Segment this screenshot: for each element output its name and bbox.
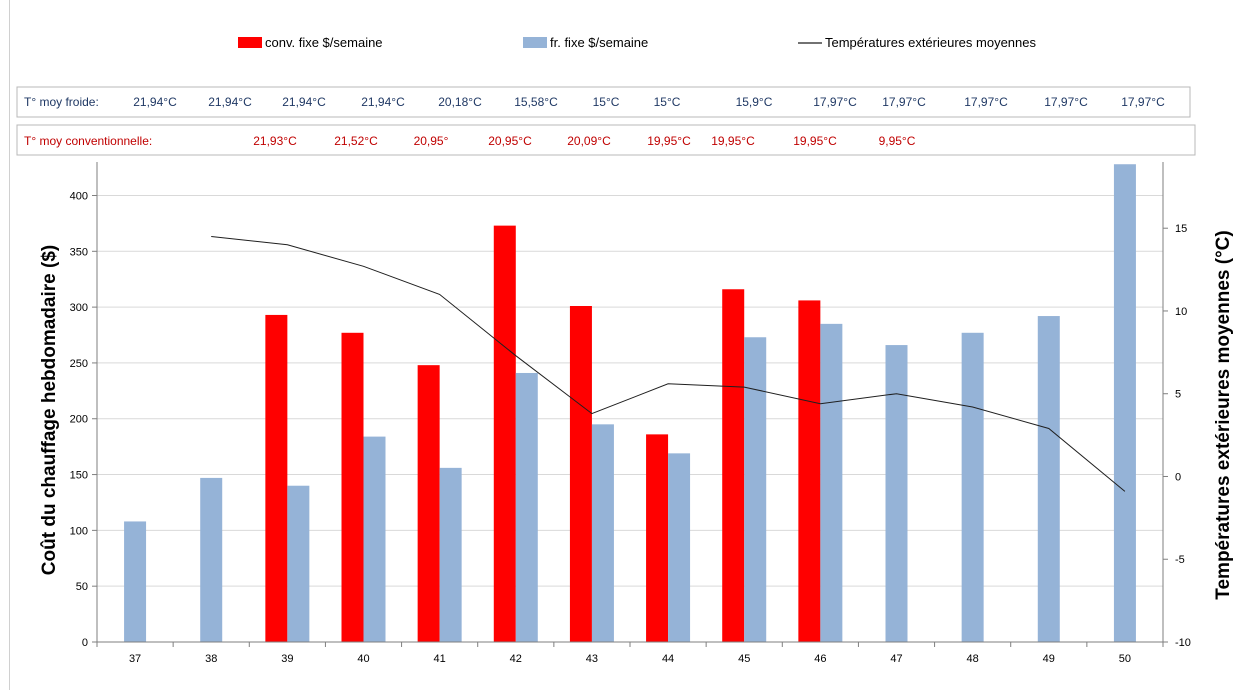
bar-conv <box>722 289 745 642</box>
temp-conv-value: 21,52°C <box>334 134 378 148</box>
x-tick-label: 38 <box>205 653 217 665</box>
temp-froide-value: 17,97°C <box>1121 95 1165 109</box>
y2-tick-label: -5 <box>1175 554 1185 566</box>
x-tick-label: 40 <box>357 653 369 665</box>
x-tick-label: 44 <box>662 653 674 665</box>
legend-label-line: Températures extérieures moyennes <box>825 35 1036 50</box>
temp-row-froide-values: 21,94°C 21,94°C 21,94°C 21,94°C 20,18°C 15,58… <box>133 95 1165 109</box>
gridlines <box>97 194 1163 587</box>
bar-fr <box>200 477 223 642</box>
bar-fr <box>439 467 462 642</box>
temp-froide-value: 21,94°C <box>208 95 252 109</box>
bar-conv <box>569 306 592 642</box>
temp-row-conv-values: 21,93°C 21,52°C 20,95° 20,95°C 20,09°C 19,95°… <box>253 134 915 148</box>
left-border-rule <box>9 0 10 690</box>
temp-row-conv-box <box>16 124 1196 156</box>
x-tick-label: 37 <box>129 653 141 665</box>
temp-conv-value: 19,95°C <box>793 134 837 148</box>
x-tick-label: 42 <box>510 653 522 665</box>
y-tick-label: 0 <box>82 637 88 649</box>
bar-fr <box>744 337 767 642</box>
temp-froide-value: 21,94°C <box>133 95 177 109</box>
bar-fr <box>961 332 984 642</box>
temp-froide-value: 15°C <box>593 95 620 109</box>
y2-tick-label: 0 <box>1175 471 1181 483</box>
temp-row-conv-label: T° moy conventionnelle: <box>24 134 152 148</box>
axes <box>96 162 1164 643</box>
y2-axis-label: Températures extérieures moyennes (°C) <box>1213 230 1234 599</box>
temp-froide-value: 20,18°C <box>438 95 482 109</box>
bar-fr <box>287 485 310 642</box>
y2-tick-label: 5 <box>1175 389 1181 401</box>
temp-froide-value: 15°C <box>654 95 681 109</box>
temp-froide-value: 17,97°C <box>813 95 857 109</box>
temp-conv-value: 9,95°C <box>879 134 916 148</box>
temp-row-froide-label: T° moy froide: <box>24 95 99 109</box>
x-tick-label: 50 <box>1119 653 1131 665</box>
temp-froide-value: 21,94°C <box>282 95 326 109</box>
y-tick-label: 250 <box>70 358 88 370</box>
y2-tick-label: -10 <box>1175 637 1191 649</box>
y-tick-label: 300 <box>70 302 88 314</box>
bar-fr <box>1037 316 1060 642</box>
bar-fr <box>591 424 614 642</box>
y-axis-label: Coût du chauffage hebdomadaire ($) <box>39 245 60 575</box>
legend: conv. fixe $/semaine fr. fixe $/semaine … <box>238 35 1036 50</box>
legend-label-fr: fr. fixe $/semaine <box>550 35 648 50</box>
temp-froide-value: 21,94°C <box>361 95 405 109</box>
x-tick-label: 41 <box>434 653 446 665</box>
temp-conv-value: 20,95°C <box>488 134 532 148</box>
x-tick-label: 43 <box>586 653 598 665</box>
y-tick-label: 50 <box>76 581 88 593</box>
bar-conv <box>493 225 516 642</box>
bar-fr <box>668 453 691 642</box>
x-tick-label: 47 <box>890 653 902 665</box>
x-tick-label: 39 <box>281 653 293 665</box>
y-tick-label: 350 <box>70 246 88 258</box>
series-line-temperature <box>211 236 1126 492</box>
legend-swatch-fr <box>523 37 547 48</box>
bar-fr <box>515 372 538 642</box>
legend-label-conv: conv. fixe $/semaine <box>265 35 383 50</box>
temp-froide-value: 17,97°C <box>1044 95 1088 109</box>
y-tick-label: 100 <box>70 525 88 537</box>
x-tick-label: 48 <box>967 653 979 665</box>
y-tick-label: 200 <box>70 414 88 426</box>
temp-conv-value: 20,09°C <box>567 134 611 148</box>
x-tick-label: 45 <box>738 653 750 665</box>
bar-fr <box>124 521 147 642</box>
bar-conv <box>417 365 440 642</box>
bar-conv <box>646 434 669 642</box>
temp-froide-value: 15,58°C <box>514 95 558 109</box>
x-tick-label: 46 <box>814 653 826 665</box>
temp-row-froide-box <box>16 86 1191 118</box>
bar-fr <box>363 436 386 642</box>
temp-froide-value: 15,9°C <box>736 95 773 109</box>
y-tick-label: 400 <box>70 190 88 202</box>
y2-tick-label: 15 <box>1175 223 1187 235</box>
legend-swatch-conv <box>238 37 262 48</box>
bar-fr <box>885 345 908 642</box>
bar-conv <box>341 332 364 642</box>
tick-labels: 0 50 100 150 200 250 300 350 400 -10 -5 0 5 10 15 37 38 3… <box>70 190 1191 665</box>
temp-conv-value: 20,95° <box>414 134 449 148</box>
y2-tick-label: 10 <box>1175 306 1187 318</box>
bar-conv <box>798 300 821 642</box>
x-tick-label: 49 <box>1043 653 1055 665</box>
bar-fr <box>1113 164 1136 643</box>
temp-conv-value: 19,95°C <box>711 134 755 148</box>
temp-froide-value: 17,97°C <box>964 95 1008 109</box>
y-tick-label: 150 <box>70 470 88 482</box>
temp-conv-value: 21,93°C <box>253 134 297 148</box>
temp-froide-value: 17,97°C <box>882 95 926 109</box>
bars <box>124 164 1136 643</box>
temp-conv-value: 19,95°C <box>647 134 691 148</box>
bar-fr <box>820 323 843 642</box>
bar-conv <box>265 314 288 642</box>
